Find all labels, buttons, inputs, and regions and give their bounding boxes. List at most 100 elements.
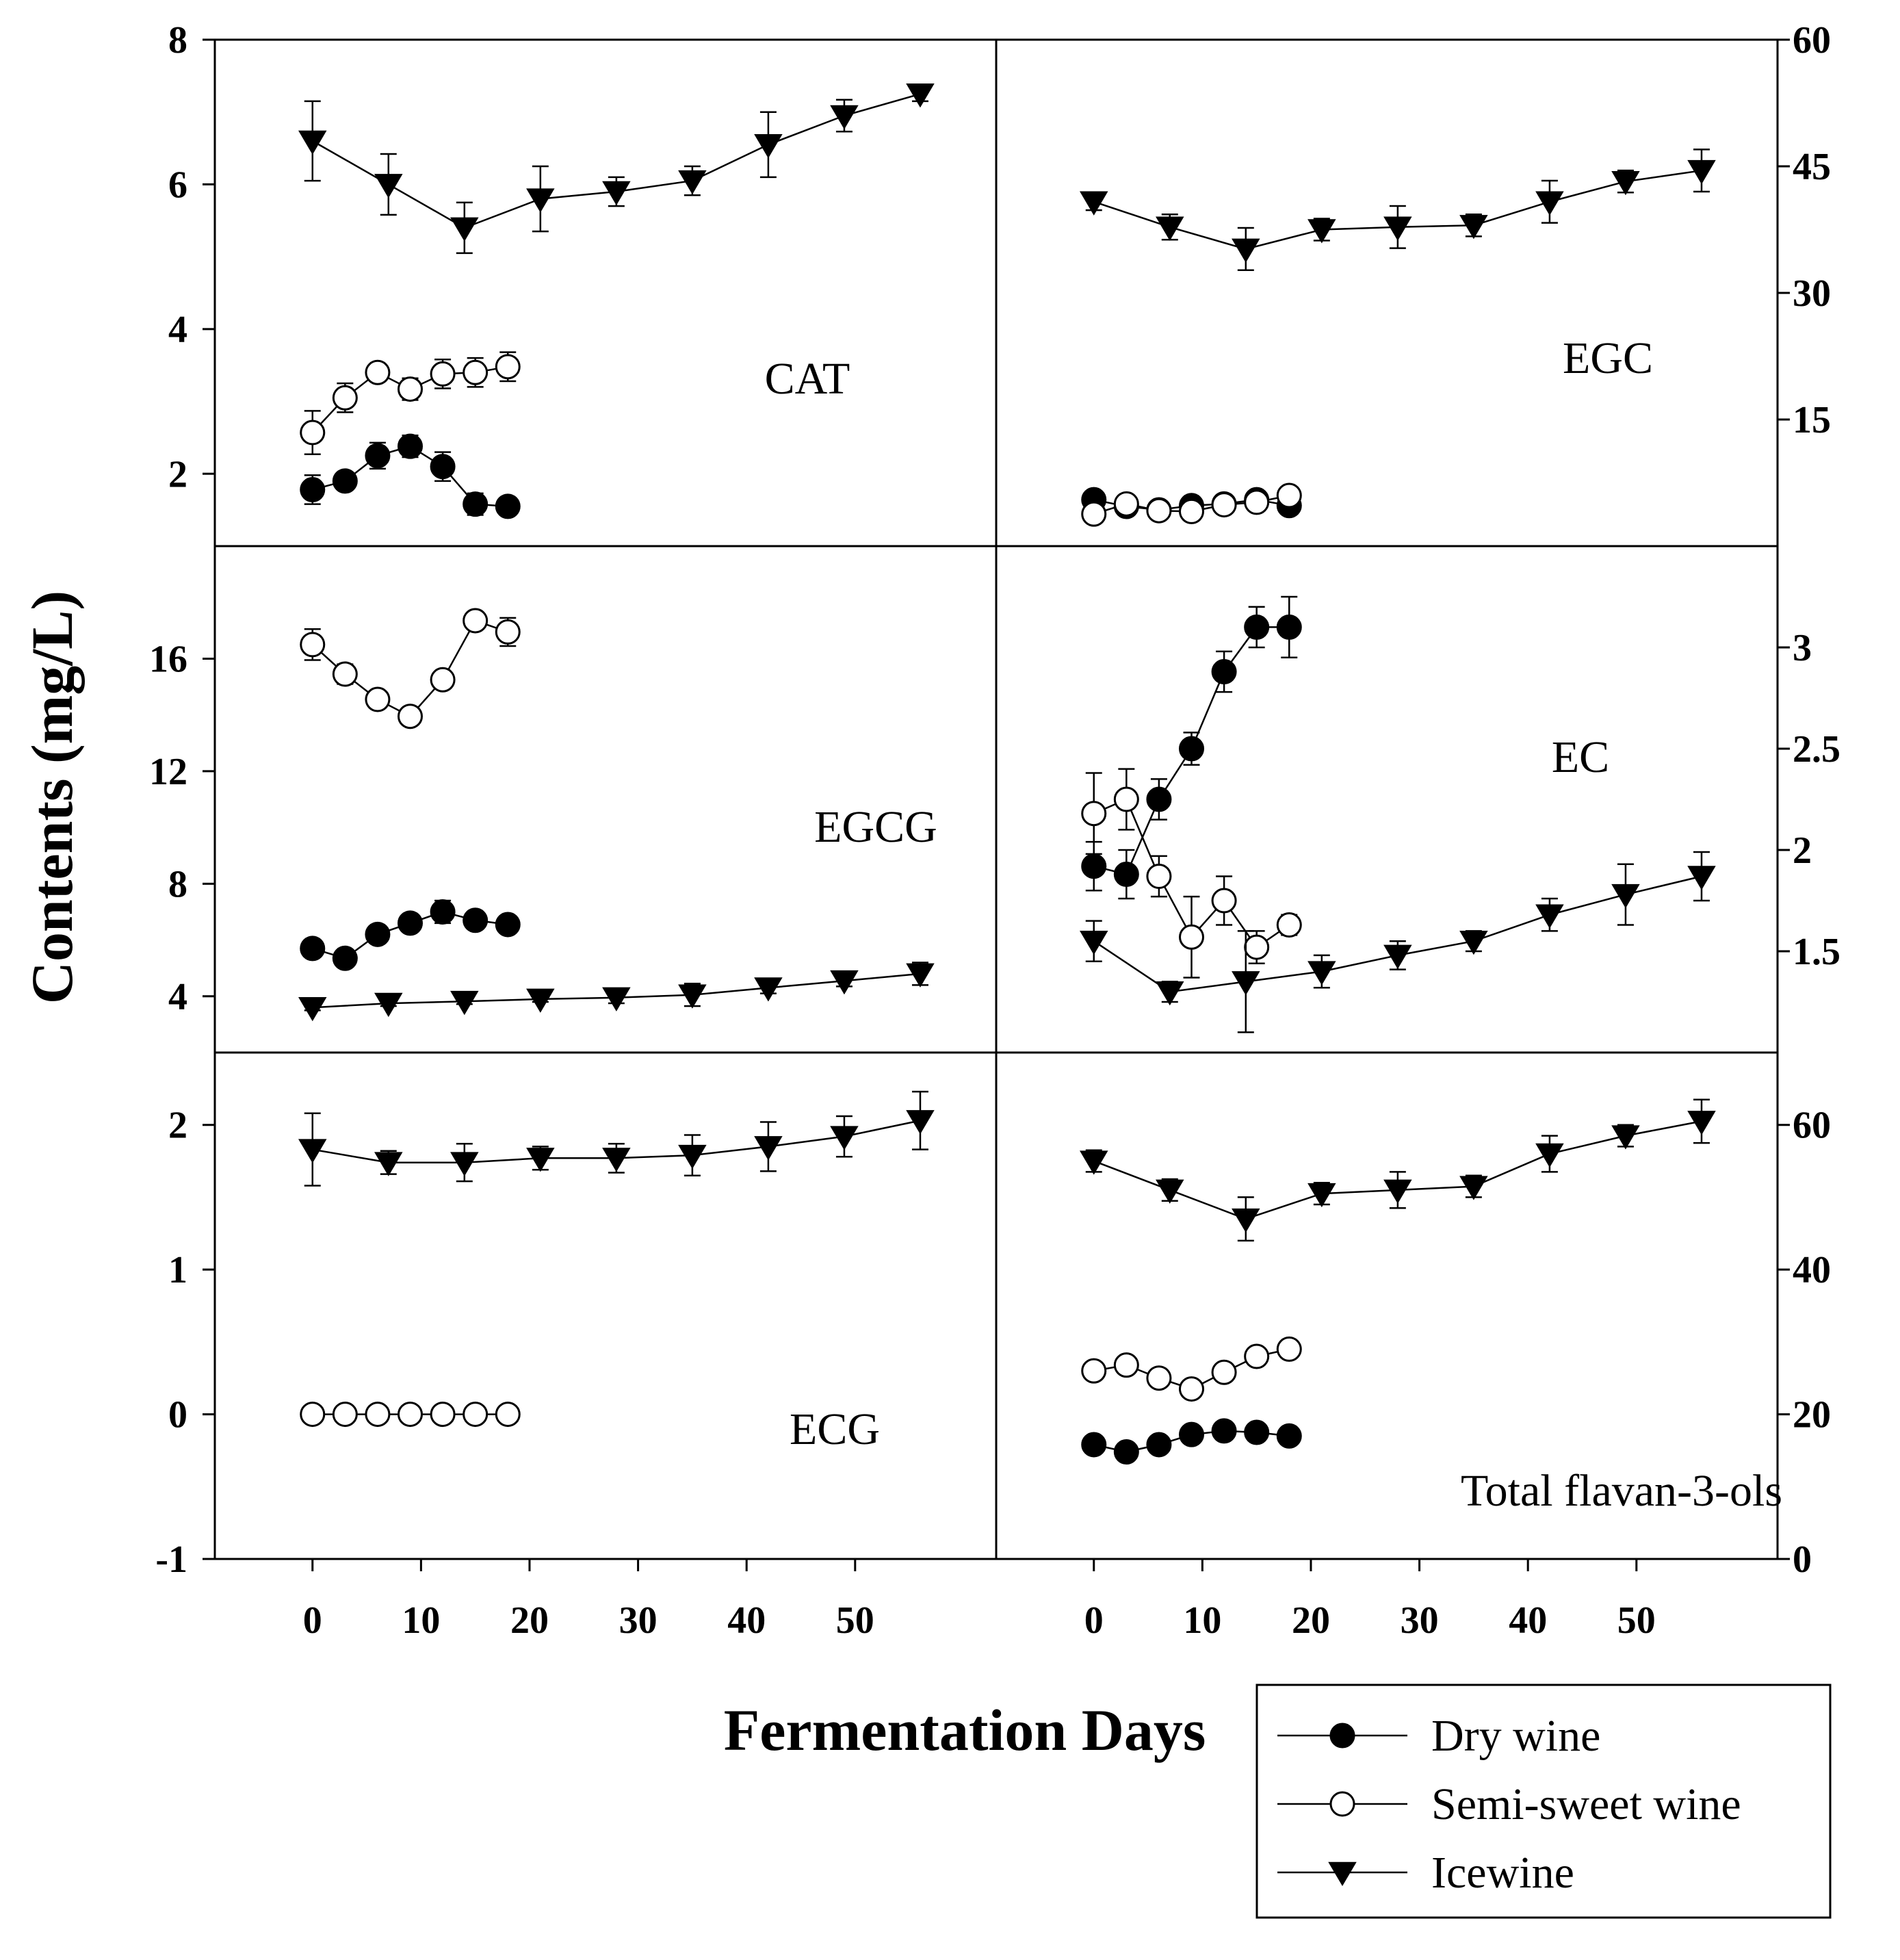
data-point [1459, 215, 1488, 240]
series-semi-sweet-wine [300, 351, 521, 455]
series-line [312, 93, 921, 229]
legend-label: Semi-sweet wine [1431, 1779, 1741, 1829]
data-point [365, 921, 391, 947]
data-point [495, 354, 521, 380]
data-point [1080, 191, 1108, 216]
data-point [1687, 1111, 1716, 1135]
series-semi-sweet-wine [1081, 1336, 1302, 1402]
data-point [1211, 888, 1237, 914]
data-point [1383, 944, 1412, 969]
panels-layer: 2468CAT15304560EGC481216EGCG1.522.53EC-1… [149, 19, 1840, 1642]
panel-ec: 1.5 2 2.5 3 EC [1080, 595, 1840, 1033]
data-point [1307, 961, 1336, 985]
data-point [1179, 498, 1204, 524]
y-tick-label: 15 [1793, 399, 1831, 441]
data-point [365, 443, 391, 469]
data-point [1113, 786, 1139, 812]
panel-label: Total flavan-3-ols [1461, 1466, 1782, 1516]
data-point [298, 1139, 327, 1163]
data-point [430, 1402, 456, 1428]
data-point [495, 619, 521, 645]
panel-label: ECG [790, 1404, 880, 1454]
y-tick-label: 2.5 [1793, 728, 1840, 771]
x-tick-label: 20 [510, 1599, 549, 1642]
panel-egc: 15 30 45 60 EGC [1080, 19, 1831, 527]
series-dry-wine [300, 899, 521, 971]
panel-label: EGCG [814, 802, 937, 852]
y-tick-label: 8 [168, 863, 187, 905]
data-point [430, 454, 456, 480]
data-point [906, 963, 935, 988]
y-tick-label: 0 [1793, 1538, 1812, 1581]
legend-marker [1329, 1723, 1355, 1749]
x-tick-label: 40 [727, 1599, 766, 1642]
data-point [1535, 191, 1564, 216]
data-point [526, 988, 555, 1013]
y-tick-label: -1 [155, 1538, 187, 1581]
data-point [1146, 1365, 1172, 1391]
data-point [463, 907, 489, 933]
y-tick-label: 0 [168, 1394, 187, 1436]
legend: Dry wine Semi-sweet wine Icewine [1255, 1684, 1832, 1919]
x-tick-label: 50 [1617, 1599, 1656, 1642]
data-point [1244, 934, 1270, 960]
data-point [300, 420, 326, 446]
y-tick-label: 2 [168, 453, 187, 495]
y-tick-label: 1 [168, 1249, 187, 1291]
data-point [1080, 1150, 1108, 1175]
data-point [450, 1152, 479, 1176]
y-tick-label: 8 [168, 19, 187, 62]
data-point [495, 912, 521, 938]
series-icewine [1080, 149, 1716, 271]
data-point [1244, 1419, 1270, 1445]
data-point [1081, 501, 1107, 527]
data-point [300, 936, 326, 962]
data-point [526, 1148, 555, 1172]
data-point [602, 1148, 631, 1172]
data-point [1211, 492, 1237, 518]
data-point [1081, 1432, 1107, 1458]
series-semi-sweet-wine [1081, 768, 1302, 979]
data-point [1276, 614, 1302, 640]
data-point [1211, 659, 1237, 685]
y-tick-label: 1.5 [1793, 931, 1840, 973]
data-point [1081, 853, 1107, 879]
data-point [332, 945, 358, 971]
data-point [1307, 219, 1336, 244]
data-point [754, 134, 783, 159]
data-point [332, 468, 358, 494]
series-icewine [298, 83, 935, 255]
data-point [1276, 1336, 1302, 1362]
y-tick-label: 6 [168, 164, 187, 206]
data-point [1146, 786, 1172, 812]
y-tick-label: 4 [168, 309, 187, 351]
data-point [1687, 866, 1716, 890]
data-point [495, 1402, 521, 1428]
data-point [1276, 1423, 1302, 1449]
data-point [1146, 498, 1172, 524]
x-tick-label: 30 [1401, 1599, 1439, 1642]
panel-label: EGC [1563, 333, 1653, 383]
data-point [374, 174, 403, 198]
data-point [1232, 971, 1260, 996]
data-point [1081, 1358, 1107, 1384]
data-point [1080, 930, 1108, 955]
data-point [830, 105, 859, 130]
data-point [298, 130, 327, 155]
data-point [1232, 1208, 1260, 1233]
data-point [526, 188, 555, 213]
legend-entry: Dry wine [1277, 1711, 1600, 1761]
data-point [1113, 491, 1139, 517]
data-point [365, 686, 391, 712]
data-point [430, 667, 456, 693]
x-tick-label: 50 [836, 1599, 874, 1642]
data-point [463, 491, 489, 517]
data-point [1276, 912, 1302, 938]
data-point [1146, 863, 1172, 889]
legend-entry: Semi-sweet wine [1277, 1779, 1741, 1829]
series-icewine [298, 962, 935, 1022]
y-tick-label: 16 [149, 638, 187, 680]
data-point [754, 1136, 783, 1161]
data-point [602, 987, 631, 1011]
